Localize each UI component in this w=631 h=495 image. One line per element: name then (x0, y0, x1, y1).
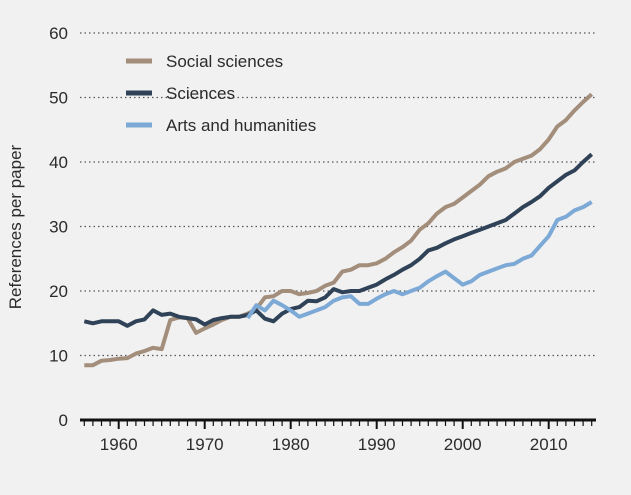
y-tick-label-30: 30 (49, 218, 68, 237)
x-tick-label-2000: 2000 (444, 435, 482, 454)
y-tick-label-40: 40 (49, 153, 68, 172)
gridlines (80, 32, 596, 357)
x-tick-label-1990: 1990 (358, 435, 396, 454)
y-tick-label-60: 60 (49, 24, 68, 43)
y-tick-label-10: 10 (49, 347, 68, 366)
x-tick-label-1970: 1970 (186, 435, 224, 454)
legend-swatch-sciences (126, 90, 152, 96)
series-lines (83, 92, 594, 368)
y-tick-label-50: 50 (49, 89, 68, 108)
legend-swatch-arts-and-humanities (126, 122, 152, 128)
x-tick-label-1960: 1960 (100, 435, 138, 454)
legend: Social sciences Sciences Arts and humaniti… (126, 52, 316, 135)
x-tick-label-2010: 2010 (530, 435, 568, 454)
legend-label-sciences: Sciences (166, 84, 235, 103)
y-axis-title: References per paper (6, 144, 25, 309)
series-line-arts-and-humanities (246, 200, 593, 320)
axes: 0 10 20 30 40 50 60 1960 1970 1980 1990 2000 2010 (49, 24, 596, 454)
legend-swatch-social-sciences (126, 58, 152, 64)
legend-label-arts-and-humanities: Arts and humanities (166, 116, 316, 135)
y-tick-label-20: 20 (49, 282, 68, 301)
series-line-sciences (83, 152, 594, 328)
y-tick-label-0: 0 (59, 411, 68, 430)
x-tick-label-1980: 1980 (272, 435, 310, 454)
legend-label-social-sciences: Social sciences (166, 52, 283, 71)
series-line-social-sciences (84, 92, 594, 368)
